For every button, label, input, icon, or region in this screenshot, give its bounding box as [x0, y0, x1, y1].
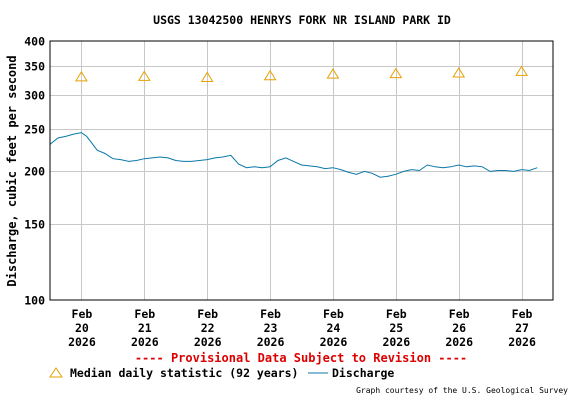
x-tick-label: Feb: [260, 307, 281, 321]
y-tick-label: 250: [24, 123, 45, 137]
x-tick-label: Feb: [449, 307, 470, 321]
chart-title: USGS 13042500 HENRYS FORK NR ISLAND PARK…: [153, 13, 451, 27]
legend: Median daily statistic (92 years) Discha…: [49, 366, 394, 380]
x-tick-label: Feb: [197, 307, 218, 321]
data-series: [49, 65, 538, 178]
median-marker: [452, 67, 466, 78]
credit-text: Graph courtesy of the U.S. Geological Su…: [356, 386, 568, 395]
x-tick-label: 2026: [382, 335, 410, 349]
median-marker: [515, 65, 528, 76]
x-tick-label: Feb: [512, 307, 533, 321]
x-tick-label: Feb: [323, 307, 344, 321]
x-tick-label: 2026: [68, 335, 96, 349]
x-tick-label: 2026: [131, 335, 159, 349]
discharge-line: [49, 132, 538, 178]
plot-frame: [49, 40, 554, 301]
y-tick-label: 350: [24, 60, 45, 74]
median-marker: [75, 70, 88, 82]
legend-median-marker: [49, 367, 63, 378]
x-tick-label: Feb: [386, 307, 407, 321]
y-tick-label: 300: [24, 89, 45, 103]
x-tick-label: 27: [515, 321, 529, 335]
y-tick-label: 400: [24, 35, 45, 49]
y-tick-label: 200: [24, 165, 45, 179]
y-tick-label: 150: [24, 218, 45, 232]
x-tick-label: Feb: [134, 307, 155, 321]
x-tick-label: 2026: [445, 335, 473, 349]
median-marker: [263, 69, 277, 81]
y-tick-label: 100: [24, 294, 45, 308]
x-tick-label: 24: [327, 321, 341, 335]
median-marker: [326, 68, 340, 79]
x-tick-label: 26: [452, 321, 466, 335]
x-tick-label: 22: [201, 321, 215, 335]
x-tick-label: 2026: [257, 335, 285, 349]
x-tick-label: 23: [264, 321, 278, 335]
grid-lines: [50, 41, 553, 300]
y-axis-label: Discharge, cubic feet per second: [5, 55, 19, 286]
x-axis-ticks: Feb202026Feb212026Feb222026Feb232026Feb2…: [68, 307, 536, 349]
x-tick-label: 2026: [508, 335, 536, 349]
x-tick-label: Feb: [72, 307, 93, 321]
x-tick-label: 20: [75, 321, 89, 335]
legend-median-label: Median daily statistic (92 years): [70, 366, 298, 380]
x-tick-label: 25: [389, 321, 403, 335]
legend-discharge-label: Discharge: [332, 366, 394, 380]
median-marker: [200, 71, 214, 82]
y-axis-ticks: 100 150 200 250 300 350 400: [24, 35, 45, 308]
median-marker: [389, 67, 403, 79]
x-tick-label: 2026: [194, 335, 222, 349]
median-marker: [137, 70, 151, 81]
provisional-note: ---- Provisional Data Subject to Revisio…: [135, 351, 467, 365]
x-tick-label: 21: [138, 321, 152, 335]
x-tick-label: 2026: [320, 335, 348, 349]
